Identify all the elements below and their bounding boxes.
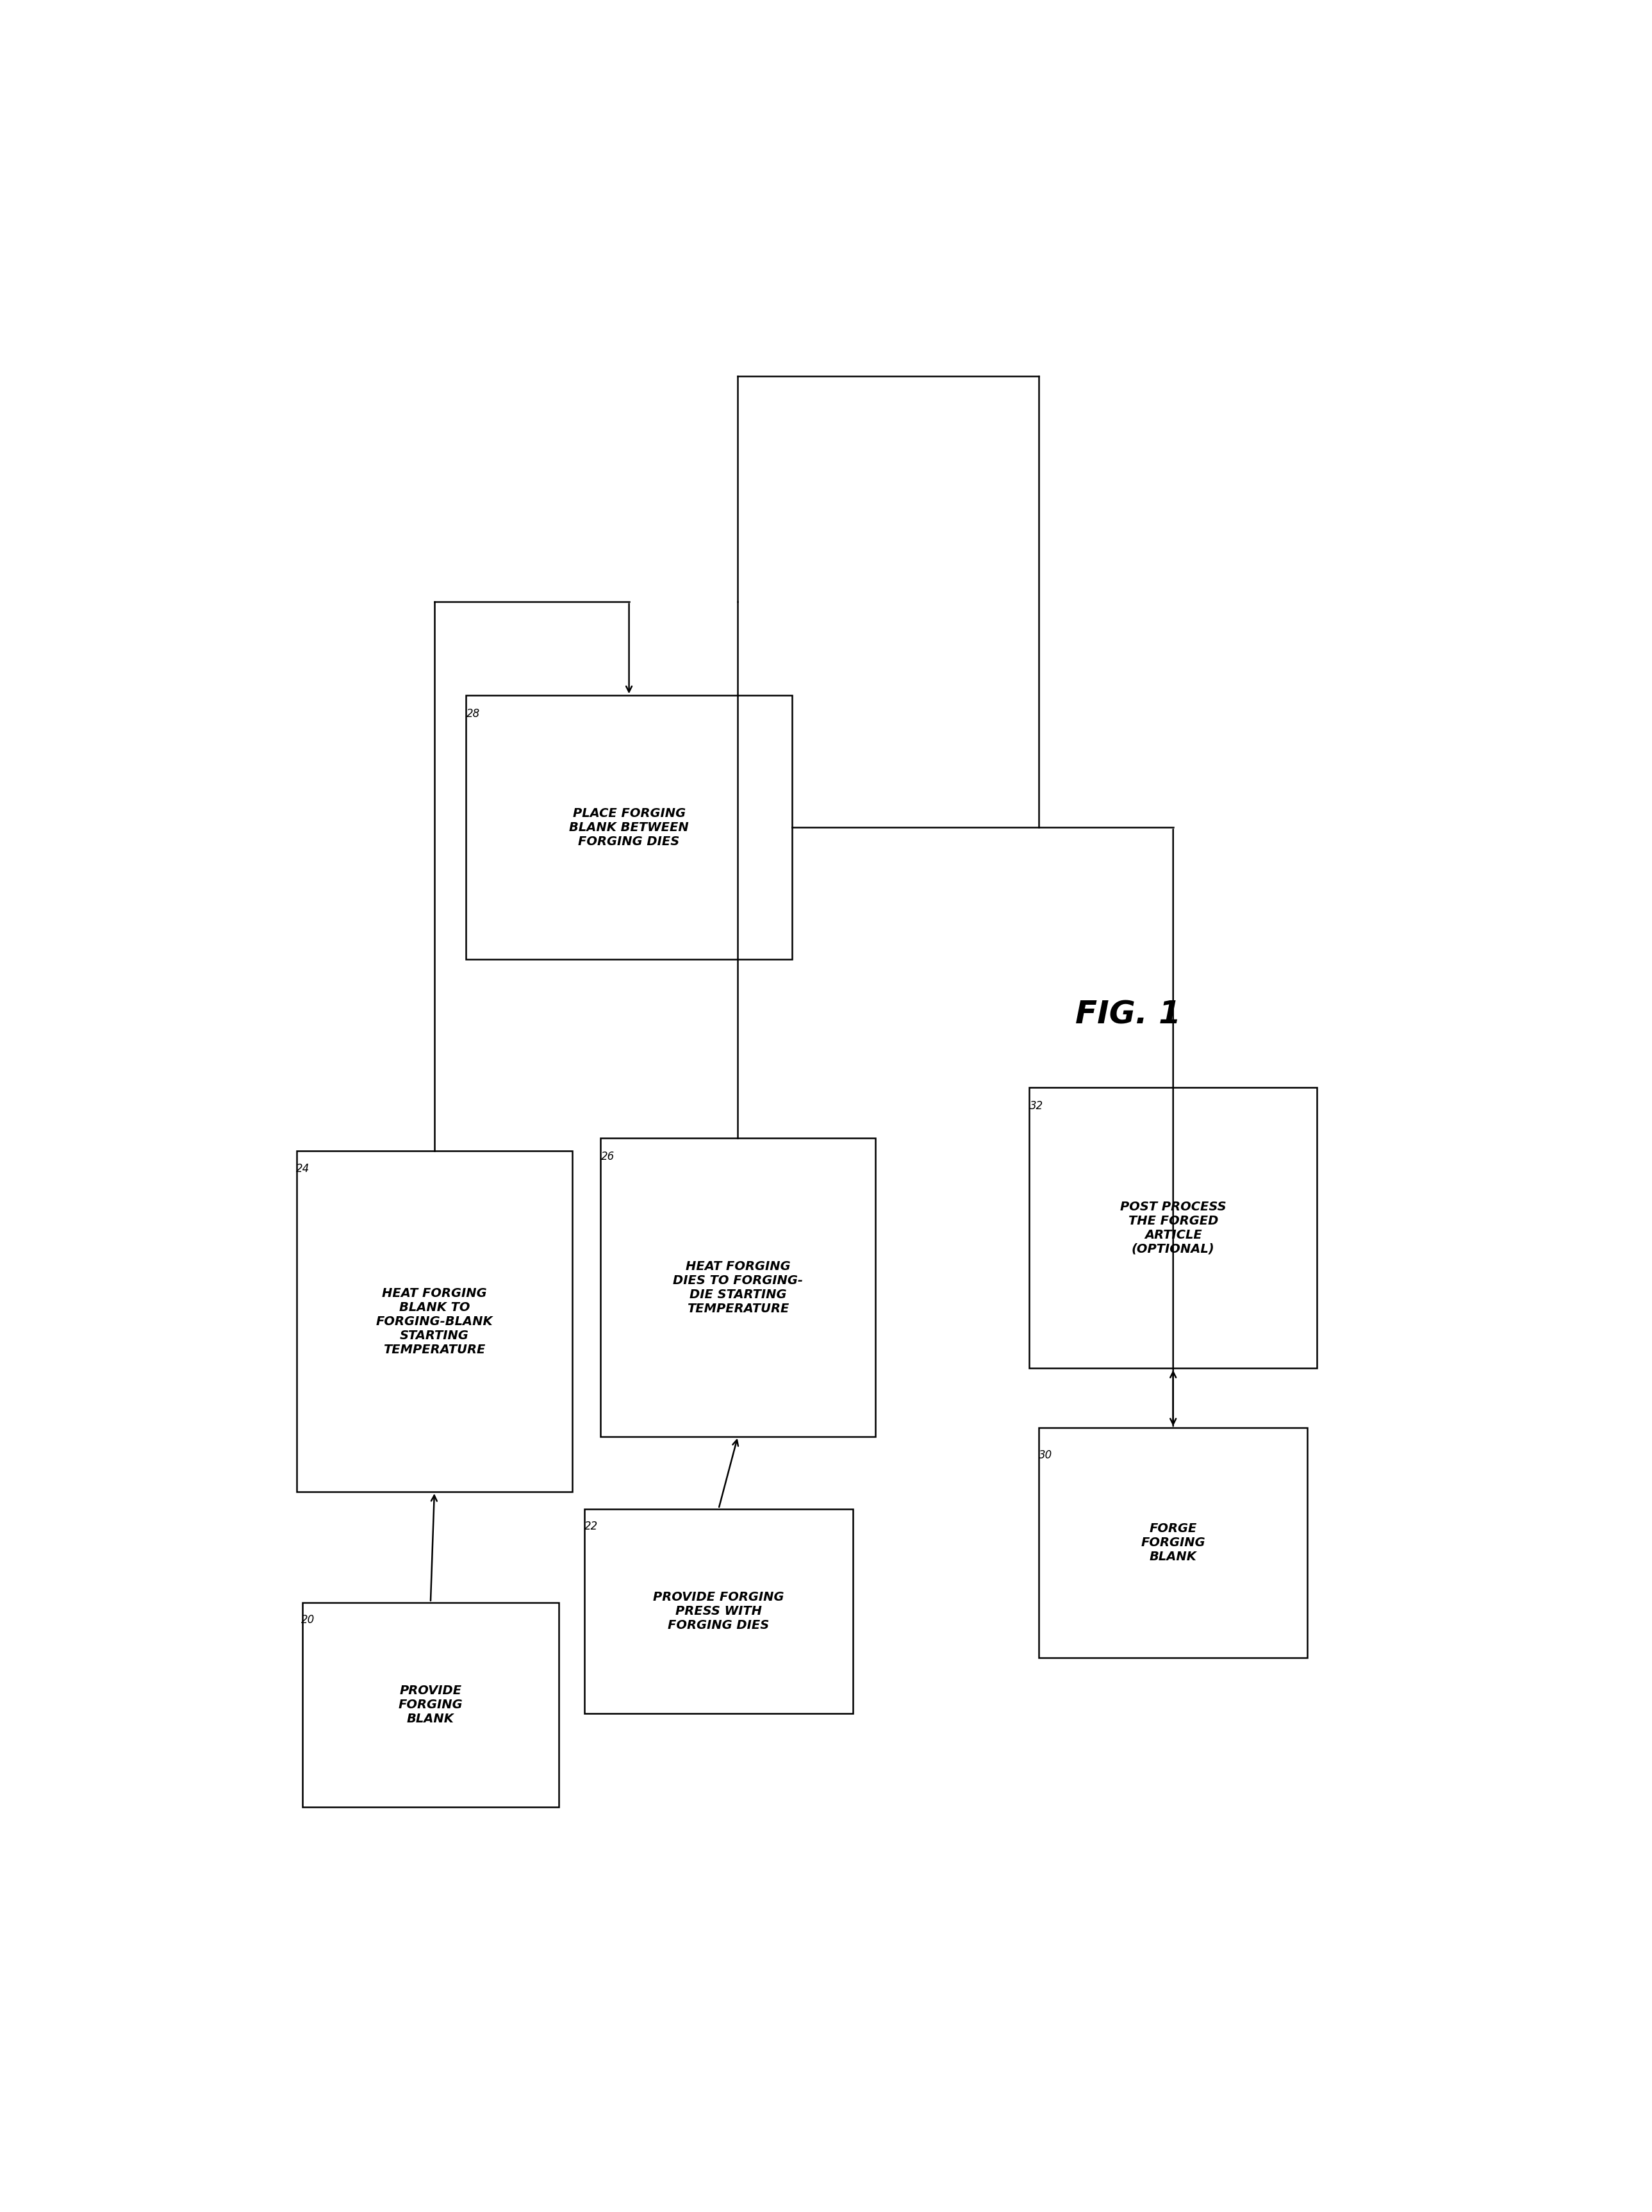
Text: 32: 32	[1029, 1099, 1044, 1113]
Bar	[466, 695, 793, 960]
Text: FORGE
FORGING
BLANK: FORGE FORGING BLANK	[1142, 1522, 1206, 1564]
Bar	[600, 1139, 876, 1436]
Text: PROVIDE FORGING
PRESS WITH
FORGING DIES: PROVIDE FORGING PRESS WITH FORGING DIES	[653, 1590, 785, 1630]
Bar	[297, 1150, 572, 1491]
Text: 20: 20	[301, 1615, 316, 1626]
Text: PLACE FORGING
BLANK BETWEEN
FORGING DIES: PLACE FORGING BLANK BETWEEN FORGING DIES	[570, 807, 689, 847]
Text: POST PROCESS
THE FORGED
ARTICLE
(OPTIONAL): POST PROCESS THE FORGED ARTICLE (OPTIONA…	[1120, 1201, 1226, 1254]
Text: HEAT FORGING
BLANK TO
FORGING-BLANK
STARTING
TEMPERATURE: HEAT FORGING BLANK TO FORGING-BLANK STAR…	[377, 1287, 492, 1356]
Text: FIG. 1: FIG. 1	[1075, 1000, 1181, 1031]
Text: 28: 28	[466, 708, 481, 719]
Bar	[585, 1509, 852, 1712]
Text: PROVIDE
FORGING
BLANK: PROVIDE FORGING BLANK	[398, 1686, 463, 1725]
Text: 24: 24	[296, 1164, 309, 1175]
Bar	[1029, 1088, 1317, 1369]
Text: 26: 26	[601, 1150, 615, 1164]
Bar	[1039, 1429, 1308, 1657]
Text: 30: 30	[1039, 1449, 1052, 1460]
Text: 22: 22	[585, 1520, 598, 1533]
Text: HEAT FORGING
DIES TO FORGING-
DIE STARTING
TEMPERATURE: HEAT FORGING DIES TO FORGING- DIE STARTI…	[672, 1261, 803, 1314]
Bar	[302, 1601, 558, 1807]
